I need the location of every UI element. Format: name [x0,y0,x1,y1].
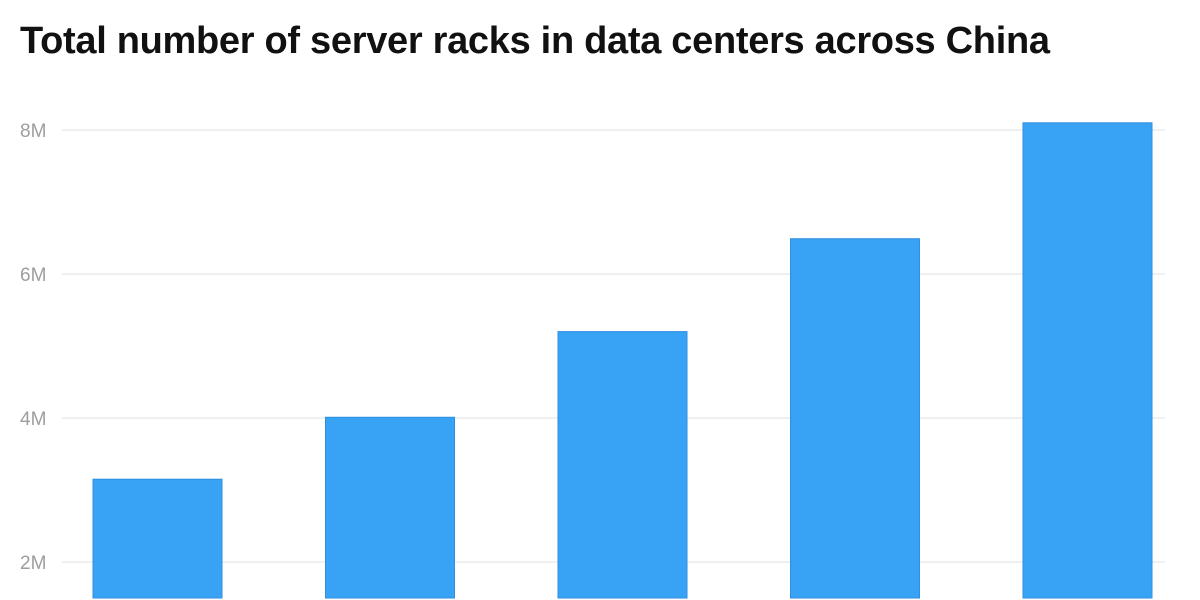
bar-5 [1022,122,1153,599]
bar-3 [557,331,688,599]
chart-title: Total number of server racks in data cen… [20,20,1050,62]
y-tick-label: 2M [20,553,46,574]
y-tick-label: 4M [20,409,46,430]
y-axis-ticks: 2M 4M 6M 8M [20,121,46,574]
y-tick-label: 6M [20,265,46,286]
bars [92,122,1153,599]
bar-2 [325,416,455,599]
bar-4 [790,238,920,599]
y-tick-label: 8M [20,121,46,142]
bar-1 [92,478,223,599]
